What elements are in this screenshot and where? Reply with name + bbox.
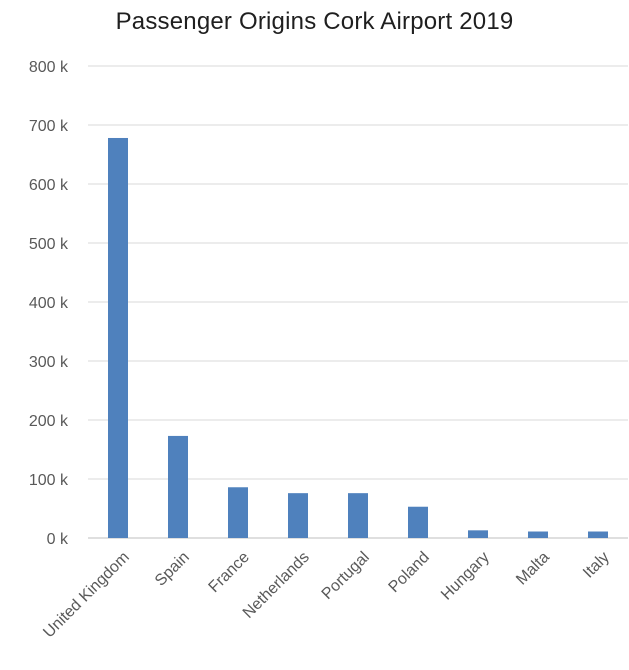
y-tick-label: 100 k [29,472,69,489]
y-axis-ticks: 0 k 100 k 200 k 300 k 400 k 500 k 600 k 700 k 80… [29,59,69,548]
bar [108,137,128,539]
y-tick-label: 500 k [29,236,69,253]
x-tick-label: United Kingdom [40,549,133,642]
bar [288,493,308,538]
bar [468,530,488,538]
x-tick-label: Hungary [438,549,493,604]
bar [168,435,188,538]
chart-title: Passenger Origins Cork Airport 2019 [115,8,514,35]
y-tick-label: 600 k [29,177,69,194]
y-tick-label: 800 k [29,59,69,76]
y-tick-label: 400 k [29,295,69,312]
x-tick-label: Italy [580,549,613,582]
y-tick-label: 200 k [29,413,69,430]
y-tick-label: 0 k [47,531,69,548]
y-tick-label: 300 k [29,354,69,371]
bar [528,531,548,538]
bar [408,506,428,538]
bar [588,531,608,538]
bar [228,487,248,538]
x-tick-label: Spain [152,549,193,590]
y-tick-label: 700 k [29,118,69,135]
bars [108,137,608,539]
bar [348,493,368,538]
x-tick-label: Malta [513,549,553,589]
x-tick-label: Poland [386,549,433,596]
x-tick-label: Portugal [319,549,373,603]
x-tick-label: France [206,549,253,596]
